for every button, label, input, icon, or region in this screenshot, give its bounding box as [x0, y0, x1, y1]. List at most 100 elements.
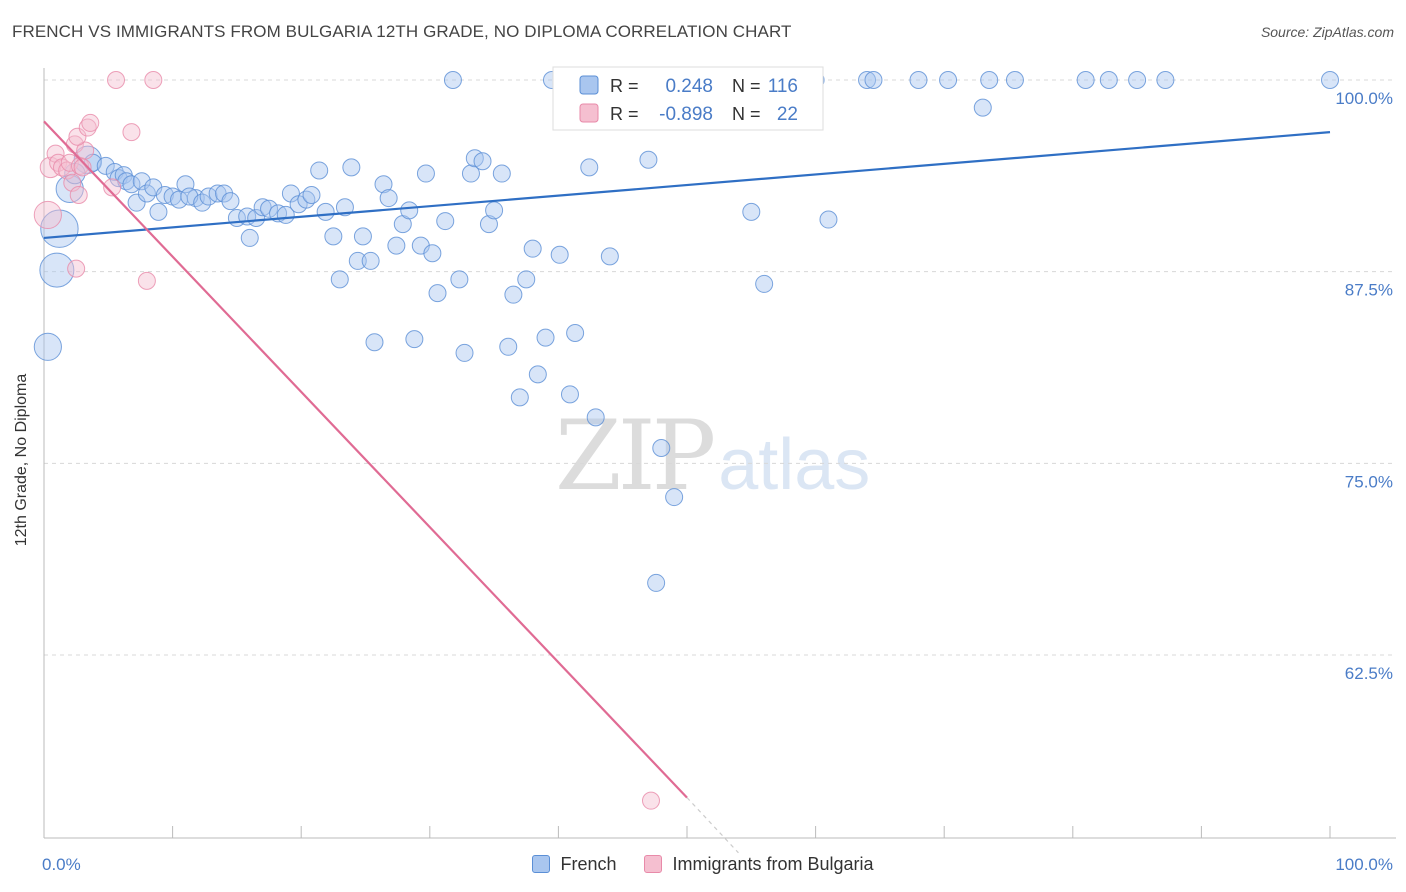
point-french: [461, 164, 480, 183]
point-french: [523, 239, 542, 258]
stats-r-label: R =: [610, 104, 639, 124]
point-french: [400, 201, 419, 220]
point-french: [155, 186, 174, 204]
point-french: [122, 175, 141, 194]
point-french: [499, 337, 518, 356]
point-french: [973, 98, 992, 117]
point-french: [365, 333, 384, 352]
source-label: Source: ZipAtlas.com: [1260, 24, 1394, 40]
point-french: [528, 365, 547, 384]
point-french: [335, 198, 354, 217]
point-bulgaria: [122, 123, 141, 142]
point-french: [450, 270, 469, 289]
point-french: [536, 328, 555, 347]
stats-r-value: -0.898: [659, 104, 713, 125]
stats-r-value: 0.248: [665, 76, 713, 97]
point-french: [473, 152, 492, 171]
point-bulgaria: [33, 200, 62, 230]
point-french: [361, 251, 380, 270]
point-bulgaria: [81, 113, 100, 132]
stats-swatch-french: [579, 75, 599, 95]
trend-line-french: [43, 131, 1331, 240]
legend-swatch-french: [532, 855, 551, 873]
point-french: [755, 274, 774, 293]
point-french: [416, 164, 435, 183]
point-french: [302, 186, 321, 204]
point-french: [1005, 71, 1024, 89]
stats-r-label: R =: [610, 76, 639, 96]
legend-label-bulgaria: Immigrants from Bulgaria: [672, 853, 874, 874]
point-french: [1099, 71, 1118, 89]
point-french: [186, 189, 205, 208]
point-bulgaria: [67, 259, 86, 278]
point-french: [374, 175, 393, 194]
legend-swatch-bulgaria: [644, 855, 663, 873]
legend-item-bulgaria[interactable]: Immigrants from Bulgaria: [644, 853, 874, 875]
point-bulgaria: [144, 71, 163, 89]
legend-item-french[interactable]: French: [532, 854, 616, 875]
point-french: [443, 71, 462, 89]
trend-line-extension-bulgaria: [686, 797, 739, 854]
point-french: [55, 174, 84, 203]
y-tick-label: 100.0%: [1335, 89, 1393, 108]
point-bulgaria: [103, 178, 122, 197]
point-french: [387, 236, 406, 255]
point-french: [580, 158, 599, 177]
x-tick-label-right: 100.0%: [1335, 855, 1393, 874]
point-french: [742, 202, 761, 221]
point-french: [405, 330, 424, 349]
point-bulgaria: [76, 141, 95, 160]
point-french: [980, 71, 999, 89]
point-french: [858, 71, 877, 89]
point-french: [479, 215, 498, 234]
point-french: [247, 209, 266, 227]
point-french: [864, 71, 883, 89]
point-bulgaria: [641, 791, 660, 810]
point-french: [260, 199, 279, 218]
y-tick-label: 62.5%: [1345, 664, 1393, 683]
point-french: [215, 184, 234, 203]
legend-label-french: French: [560, 853, 617, 874]
point-french: [324, 227, 343, 246]
point-french: [39, 252, 75, 288]
x-tick-label-left: 0.0%: [42, 855, 81, 874]
point-french: [330, 270, 349, 289]
point-french: [550, 245, 569, 264]
point-french: [566, 324, 585, 342]
stats-swatch-bulgaria: [579, 103, 599, 123]
point-french: [348, 251, 367, 270]
point-french: [639, 150, 658, 169]
point-bulgaria: [137, 271, 156, 290]
point-french: [517, 270, 536, 289]
y-tick-label: 87.5%: [1345, 281, 1393, 300]
bottom-legend: French Immigrants from Bulgaria: [0, 852, 1406, 876]
point-bulgaria: [78, 118, 97, 137]
point-french: [647, 573, 666, 592]
stats-n-label: N =: [732, 104, 761, 124]
point-french: [939, 71, 958, 89]
point-french: [455, 343, 474, 362]
point-french: [310, 161, 329, 180]
point-french: [240, 228, 259, 247]
point-french: [1156, 71, 1175, 89]
point-french: [485, 201, 504, 220]
point-french: [1128, 71, 1147, 89]
point-french: [33, 332, 62, 361]
chart-title: FRENCH VS IMMIGRANTS FROM BULGARIA 12TH …: [12, 22, 792, 41]
point-bulgaria: [107, 71, 126, 89]
point-french: [316, 202, 335, 221]
point-french: [586, 408, 605, 427]
point-french: [353, 227, 372, 246]
point-french: [492, 164, 511, 183]
point-french: [149, 202, 168, 221]
point-french: [379, 189, 398, 208]
stats-n-label: N =: [732, 76, 761, 96]
point-french: [560, 385, 579, 404]
point-french: [665, 488, 684, 507]
point-french: [428, 284, 447, 303]
point-bulgaria: [68, 127, 87, 146]
stats-n-value: 116: [768, 76, 798, 97]
point-french: [504, 285, 523, 304]
trend-line-bulgaria: [43, 120, 688, 799]
point-french: [342, 158, 361, 177]
